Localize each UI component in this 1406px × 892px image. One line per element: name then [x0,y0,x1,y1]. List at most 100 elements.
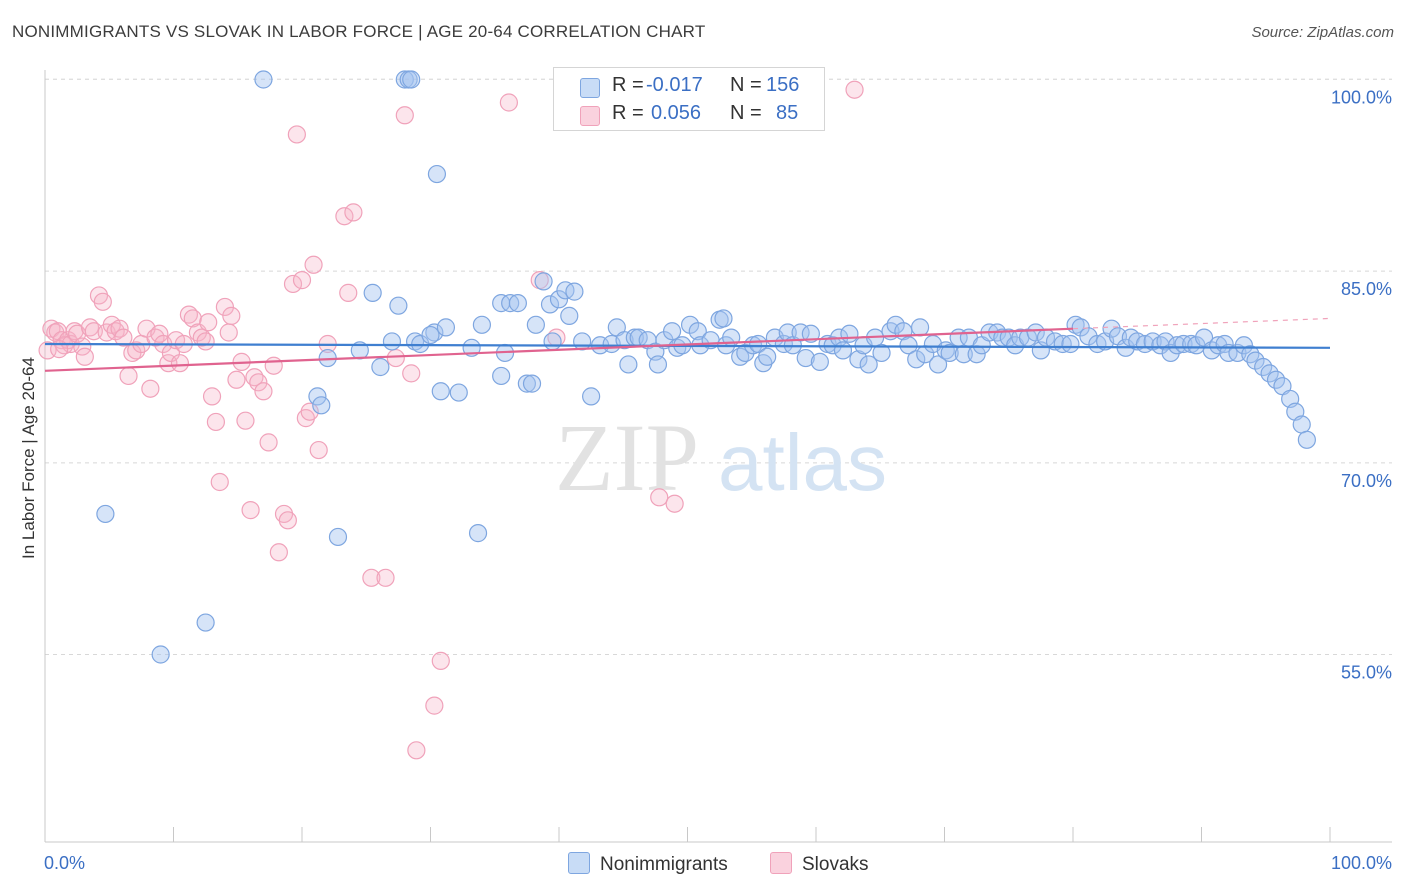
slovaks-point [292,271,312,290]
nonimmigrants-point [492,366,511,386]
r-label: R = [612,102,644,124]
slovaks-point [183,309,202,328]
slovaks-point [300,402,319,421]
nonimmigrants-point [619,355,638,374]
nonimmigrants-point [749,334,768,354]
nonimmigrants-point [549,290,569,309]
slovaks-point [210,472,229,492]
nonimmigrants-point [849,350,868,369]
axes [44,70,1392,843]
nonimmigrants-point [582,387,601,406]
nonimmigrants-point [472,315,491,334]
nonimmigrants-point [1297,430,1316,449]
slovaks-point [845,80,864,99]
x-tick-label: 100.0% [1331,853,1392,873]
slovaks-point [304,255,323,274]
slovaks-point [110,319,129,338]
nonimmigrants-point [1053,334,1072,354]
nonimmigrants-point [872,343,891,363]
slovaks-point [141,379,160,398]
watermark-atlas: atlas [718,418,887,507]
nonimmigrants-point [371,357,390,377]
nonimmigrants-point [1292,415,1311,434]
slovaks-point [241,501,260,520]
slovaks-points [38,80,864,760]
slovaks-point [407,741,426,760]
nonimmigrants-point [468,524,488,543]
nonimmigrants-point [421,325,440,345]
nonimmigrants-point [940,343,959,363]
nonimmigrants-point [796,348,815,368]
r-value: 0.056 [651,102,702,124]
nonimmigrants-point [389,296,408,315]
nonimmigrants-point [899,336,918,355]
slovaks-trend-line [44,327,1074,372]
slovaks-point [93,292,112,311]
slovaks-point [362,568,381,587]
slovaks-point [650,488,669,507]
nonimmigrants-point [801,324,820,343]
y-tick-label: 55.0% [1341,663,1392,683]
slovaks-point [236,411,255,430]
slovaks-point [395,106,414,125]
nonimmigrants-point [308,387,327,406]
nonimmigrants-point [526,315,545,334]
slovaks-point [309,440,328,460]
tick-labels: 55.0% 70.0% 85.0% 100.0% 0.0% 100.0% [44,88,1392,874]
nonimmigrants-point [833,341,853,360]
nonimmigrants-point [907,350,926,369]
nonimmigrants-point [151,645,170,664]
nonimmigrants-point [688,322,707,341]
slovaks-point [283,274,303,294]
y-tick-label: 100.0% [1331,88,1392,108]
slovaks-point [38,341,57,360]
slovaks-point [199,313,218,332]
nonimmigrants-point [648,355,668,374]
nonimmigrants-point [395,70,414,89]
nonimmigrants-point [662,322,682,341]
slovaks-trend-extension [1072,317,1331,330]
nonimmigrants-point [1234,336,1254,355]
nonimmigrants-point [382,332,402,351]
slovaks-point [65,322,84,341]
nonimmigrants-point [736,343,755,363]
nonimmigrants-trend-line [44,342,1331,349]
slovaks-point [170,354,190,373]
slovaks-point [335,207,354,226]
source-label: Source: ZipAtlas.com [1251,24,1394,41]
nonimmigrants-point [196,613,215,632]
y-tick-label: 70.0% [1341,471,1392,491]
n-value: 156 [766,74,800,96]
nonimmigrants-point [501,294,520,313]
slovaks-point [339,283,358,302]
nonimmigrants-point [522,374,542,393]
nonimmigrants-point [363,283,382,302]
slovaks-point [202,387,222,406]
nonimmigrants-point [714,309,733,328]
watermark-zip: ZIP [555,404,699,511]
slovaks-point [499,93,518,112]
r-label: R = [612,74,644,96]
nonimmigrants-point [1156,332,1175,351]
nonimmigrants-point [254,70,273,89]
slovaks-point [344,203,363,222]
nonimmigrants-point [517,374,536,393]
blue-swatch [580,78,600,98]
y-axis-label: In Labor Force | Age 20-64 [19,357,38,559]
nonimmigrants-point [565,282,584,301]
slovaks-point [206,412,226,432]
r-value: -0.017 [646,74,703,96]
n-label: N = [730,74,762,96]
legend-label: Slovaks [802,854,869,875]
chart-title: NONIMMIGRANTS VS SLOVAK IN LABOR FORCE |… [12,22,706,41]
nonimmigrants-point [534,272,553,291]
nonimmigrants-point [810,352,829,371]
slovaks-point [222,306,241,325]
nonimmigrants-point [431,382,450,401]
nonimmigrants-point [1167,336,1187,355]
blue-swatch [568,852,590,874]
legend-item-nonimmigrants: Nonimmigrants [568,852,728,876]
nonimmigrants-point [668,338,687,357]
nonimmigrants-point [859,355,878,374]
nonimmigrants-point [573,332,592,351]
